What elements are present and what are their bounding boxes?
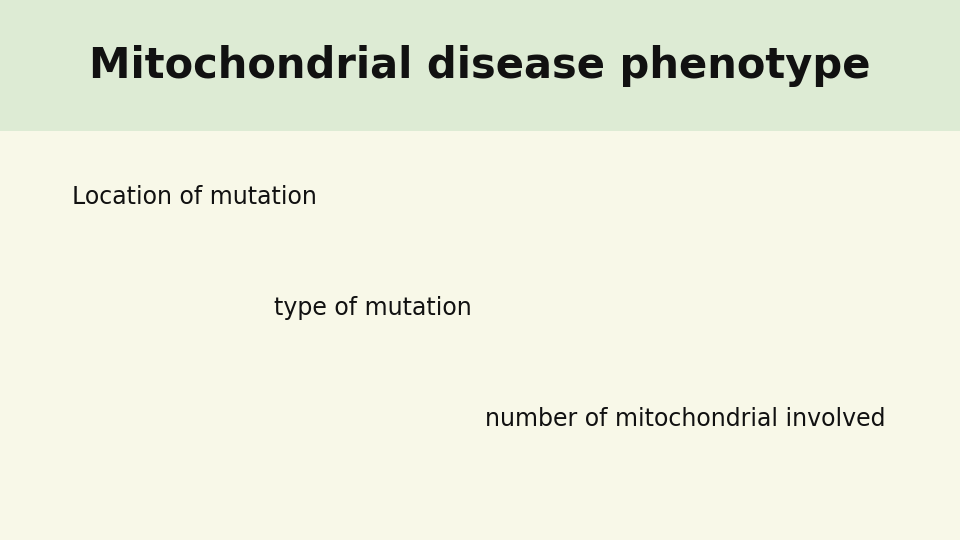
Text: type of mutation: type of mutation <box>274 296 471 320</box>
Text: Location of mutation: Location of mutation <box>72 185 317 209</box>
Bar <box>0 0 960 131</box>
Text: Mitochondrial disease phenotype: Mitochondrial disease phenotype <box>89 45 871 87</box>
Text: number of mitochondrial involved: number of mitochondrial involved <box>485 407 885 430</box>
